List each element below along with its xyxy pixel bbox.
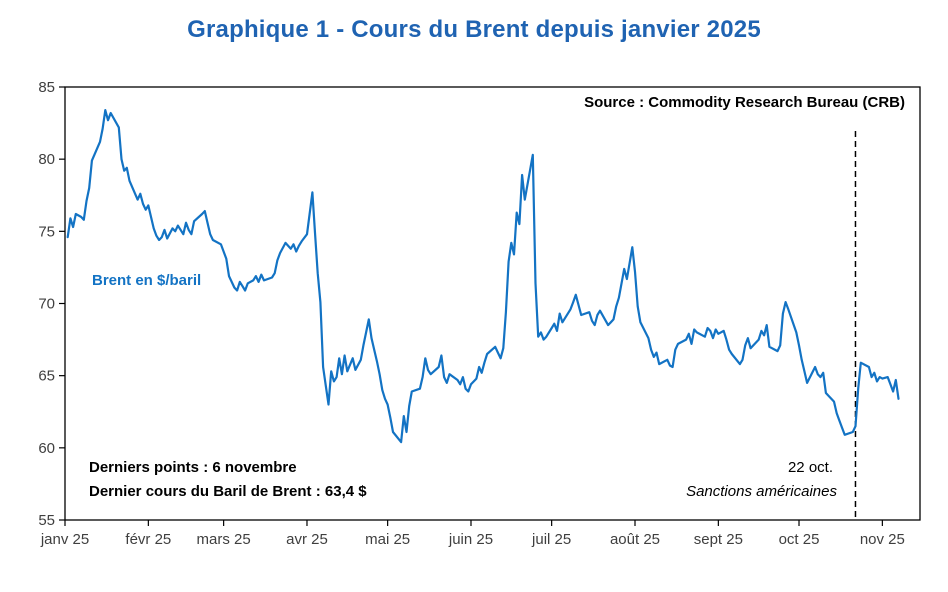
event-name-label: Sanctions américaines	[686, 483, 837, 500]
x-axis-tick-label: mai 25	[365, 531, 410, 548]
x-axis-tick-label: juin 25	[448, 531, 493, 548]
x-axis-tick-label: août 25	[610, 531, 660, 548]
x-axis-tick-label: avr 25	[286, 531, 328, 548]
chart-title: Graphique 1 - Cours du Brent depuis janv…	[187, 16, 761, 43]
x-axis-tick-label: sept 25	[694, 531, 743, 548]
y-axis-tick-label: 80	[38, 151, 55, 168]
x-axis-tick-label: nov 25	[860, 531, 905, 548]
y-axis-tick-label: 60	[38, 440, 55, 457]
source-label: Source : Commodity Research Bureau (CRB)	[584, 94, 905, 111]
y-axis-tick-label: 75	[38, 223, 55, 240]
event-date-label: 22 oct.	[787, 459, 833, 476]
plot-border	[64, 86, 921, 521]
y-axis-tick-label: 85	[38, 79, 55, 96]
brent-price-line	[66, 108, 900, 444]
last-price-note: Dernier cours du Baril de Brent : 63,4 $	[89, 483, 367, 500]
y-axis-tick-label: 70	[38, 296, 55, 313]
x-axis-tick-label: juil 25	[531, 531, 571, 548]
x-axis-tick-label: févr 25	[125, 531, 171, 548]
x-axis-tick-label: oct 25	[779, 531, 820, 548]
last-point-date-note: Derniers points : 6 novembre	[89, 459, 297, 476]
y-axis-tick-label: 55	[38, 512, 55, 529]
series-label: Brent en $/baril	[92, 272, 202, 289]
y-axis-tick-label: 65	[38, 368, 55, 385]
x-axis-tick-label: janv 25	[40, 531, 89, 548]
x-axis-tick-label: mars 25	[197, 531, 251, 548]
